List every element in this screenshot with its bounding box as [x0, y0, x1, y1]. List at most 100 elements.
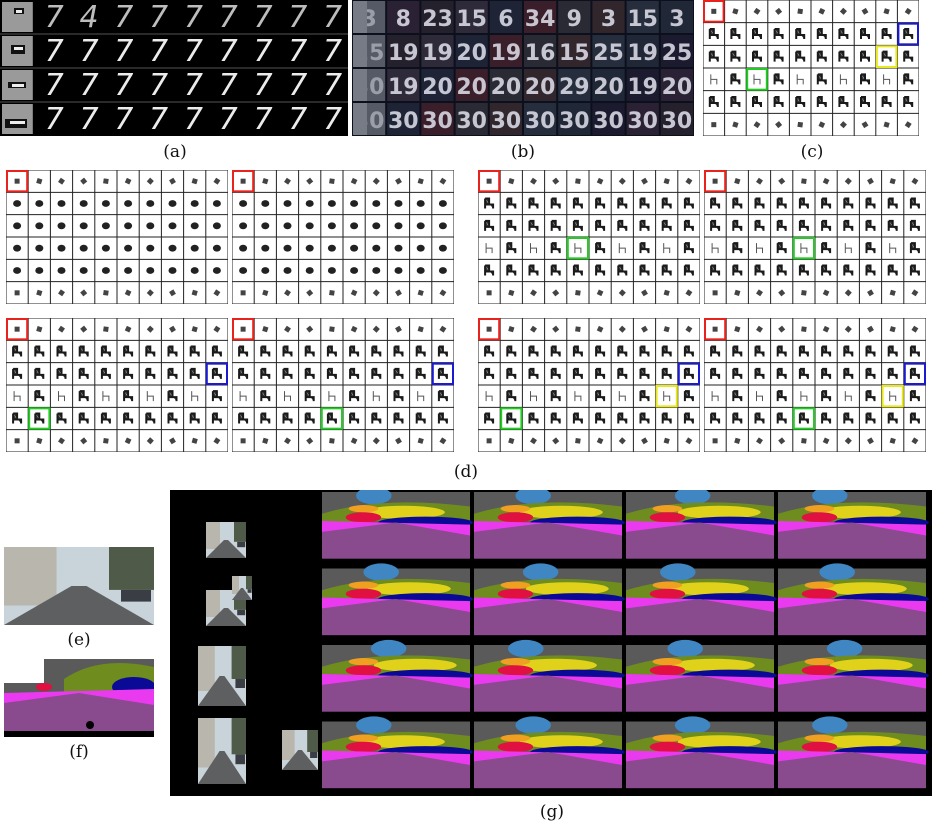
chair-sample: [798, 367, 809, 379]
chair-sample: [778, 289, 786, 297]
chair-sample: [528, 197, 539, 209]
chair-sample: [304, 390, 315, 402]
chair-sample: [530, 243, 537, 254]
chair-sample: [350, 267, 359, 274]
highlight-box: [677, 362, 700, 386]
chair-sample: [350, 437, 358, 445]
svg-text:19: 19: [627, 41, 658, 66]
chair-sample: [575, 290, 581, 296]
highlight-box: [792, 237, 816, 260]
chair-sample: [167, 367, 178, 379]
chair-sample: [213, 325, 221, 333]
chair-sample: [282, 345, 293, 357]
digit-sample: 7: [79, 68, 98, 103]
chair-sample: [909, 242, 920, 254]
chair-sample: [752, 50, 762, 62]
chair-sample: [860, 28, 870, 39]
chair-sample: [211, 412, 222, 424]
svg-text:30: 30: [525, 109, 556, 134]
chair-sample: [844, 391, 852, 402]
chair-sample: [798, 412, 809, 424]
chair-sample: [639, 345, 650, 357]
panel-d-grid-6: [232, 318, 454, 452]
caption-e: (e): [67, 630, 91, 650]
chair-sample: [572, 412, 583, 424]
chair-sample: [595, 219, 606, 231]
chair-sample: [372, 437, 380, 445]
chair-sample: [35, 244, 44, 252]
chair-sample: [190, 244, 199, 252]
house-number-sample: 6: [489, 1, 522, 33]
highlight-box: [431, 362, 454, 386]
chair-sample: [146, 200, 155, 207]
chair-sample: [328, 391, 336, 402]
chair-sample: [124, 437, 132, 445]
digit-sample: 7: [253, 0, 272, 35]
caption-b: (b): [510, 142, 536, 162]
chair-sample: [486, 438, 492, 444]
chair-sample: [284, 391, 291, 402]
chair-sample: [329, 290, 335, 296]
segmentation-sample: [626, 639, 777, 718]
chair-sample: [306, 177, 314, 185]
chair-sample: [124, 222, 133, 230]
chair-sample: [550, 219, 561, 231]
chair-sample: [103, 438, 109, 444]
chair-sample: [282, 367, 293, 379]
chair-sample: [776, 412, 787, 424]
svg-text:20: 20: [456, 41, 487, 66]
chair-sample: [417, 391, 425, 402]
house-number-sample: 34: [524, 1, 557, 33]
chair-sample: [327, 267, 336, 274]
chair-sample: [191, 437, 198, 444]
chair-sample: [756, 289, 763, 297]
digit-sample: 7: [45, 68, 64, 103]
highlight-box: [28, 407, 51, 430]
chair-sample: [530, 391, 537, 402]
digit-sample: 7: [288, 102, 307, 136]
house-number-sample: 30: [558, 103, 591, 135]
chair-sample: [486, 326, 492, 332]
chair-sample: [189, 345, 200, 357]
chair-sample: [821, 390, 832, 402]
chair-sample: [641, 177, 648, 185]
chair-sample: [284, 289, 291, 297]
chair-sample: [730, 96, 741, 107]
chair-sample: [350, 289, 358, 297]
segmentation-sample: [778, 490, 929, 565]
svg-text:20: 20: [491, 75, 522, 100]
chair-sample: [732, 121, 739, 128]
chair-sample: [371, 367, 382, 379]
chair-sample: [239, 391, 247, 402]
chair-sample: [350, 177, 358, 185]
chair-sample: [191, 326, 198, 333]
chair-sample: [756, 437, 763, 445]
chair-sample: [305, 267, 314, 274]
house-number-sample: 19: [626, 69, 659, 101]
chair-sample: [327, 244, 336, 252]
chair-sample: [639, 367, 650, 379]
house-number-sample: 19: [387, 35, 420, 67]
chair-sample: [284, 177, 291, 185]
chair-sample: [506, 242, 517, 254]
chair-sample: [816, 50, 827, 62]
chair-sample: [861, 7, 869, 15]
chair-sample: [508, 326, 515, 333]
chair-sample: [169, 325, 176, 333]
chair-sample: [485, 243, 493, 254]
chair-sample: [79, 222, 88, 230]
svg-text:30: 30: [662, 109, 693, 134]
chair-sample: [393, 390, 404, 402]
chair-sample: [795, 50, 806, 62]
chair-sample: [191, 391, 199, 402]
chair-sample: [909, 412, 920, 424]
street-photo: [198, 646, 246, 706]
chair-sample: [889, 178, 896, 185]
chair-sample: [57, 200, 66, 207]
chair-sample: [903, 96, 914, 107]
chair-sample: [190, 200, 199, 207]
chair-sample: [839, 7, 847, 15]
chair-sample: [283, 267, 292, 274]
segmentation-sample: [778, 639, 929, 718]
chair-sample: [663, 289, 670, 296]
